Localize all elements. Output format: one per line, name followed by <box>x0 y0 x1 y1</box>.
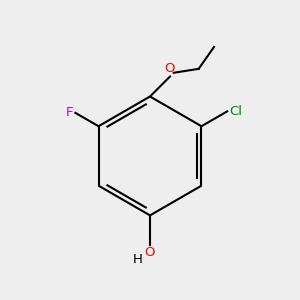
Text: O: O <box>165 62 175 75</box>
Text: Cl: Cl <box>230 105 243 118</box>
Text: H: H <box>133 254 142 266</box>
Text: O: O <box>145 246 155 259</box>
Text: F: F <box>66 106 74 119</box>
